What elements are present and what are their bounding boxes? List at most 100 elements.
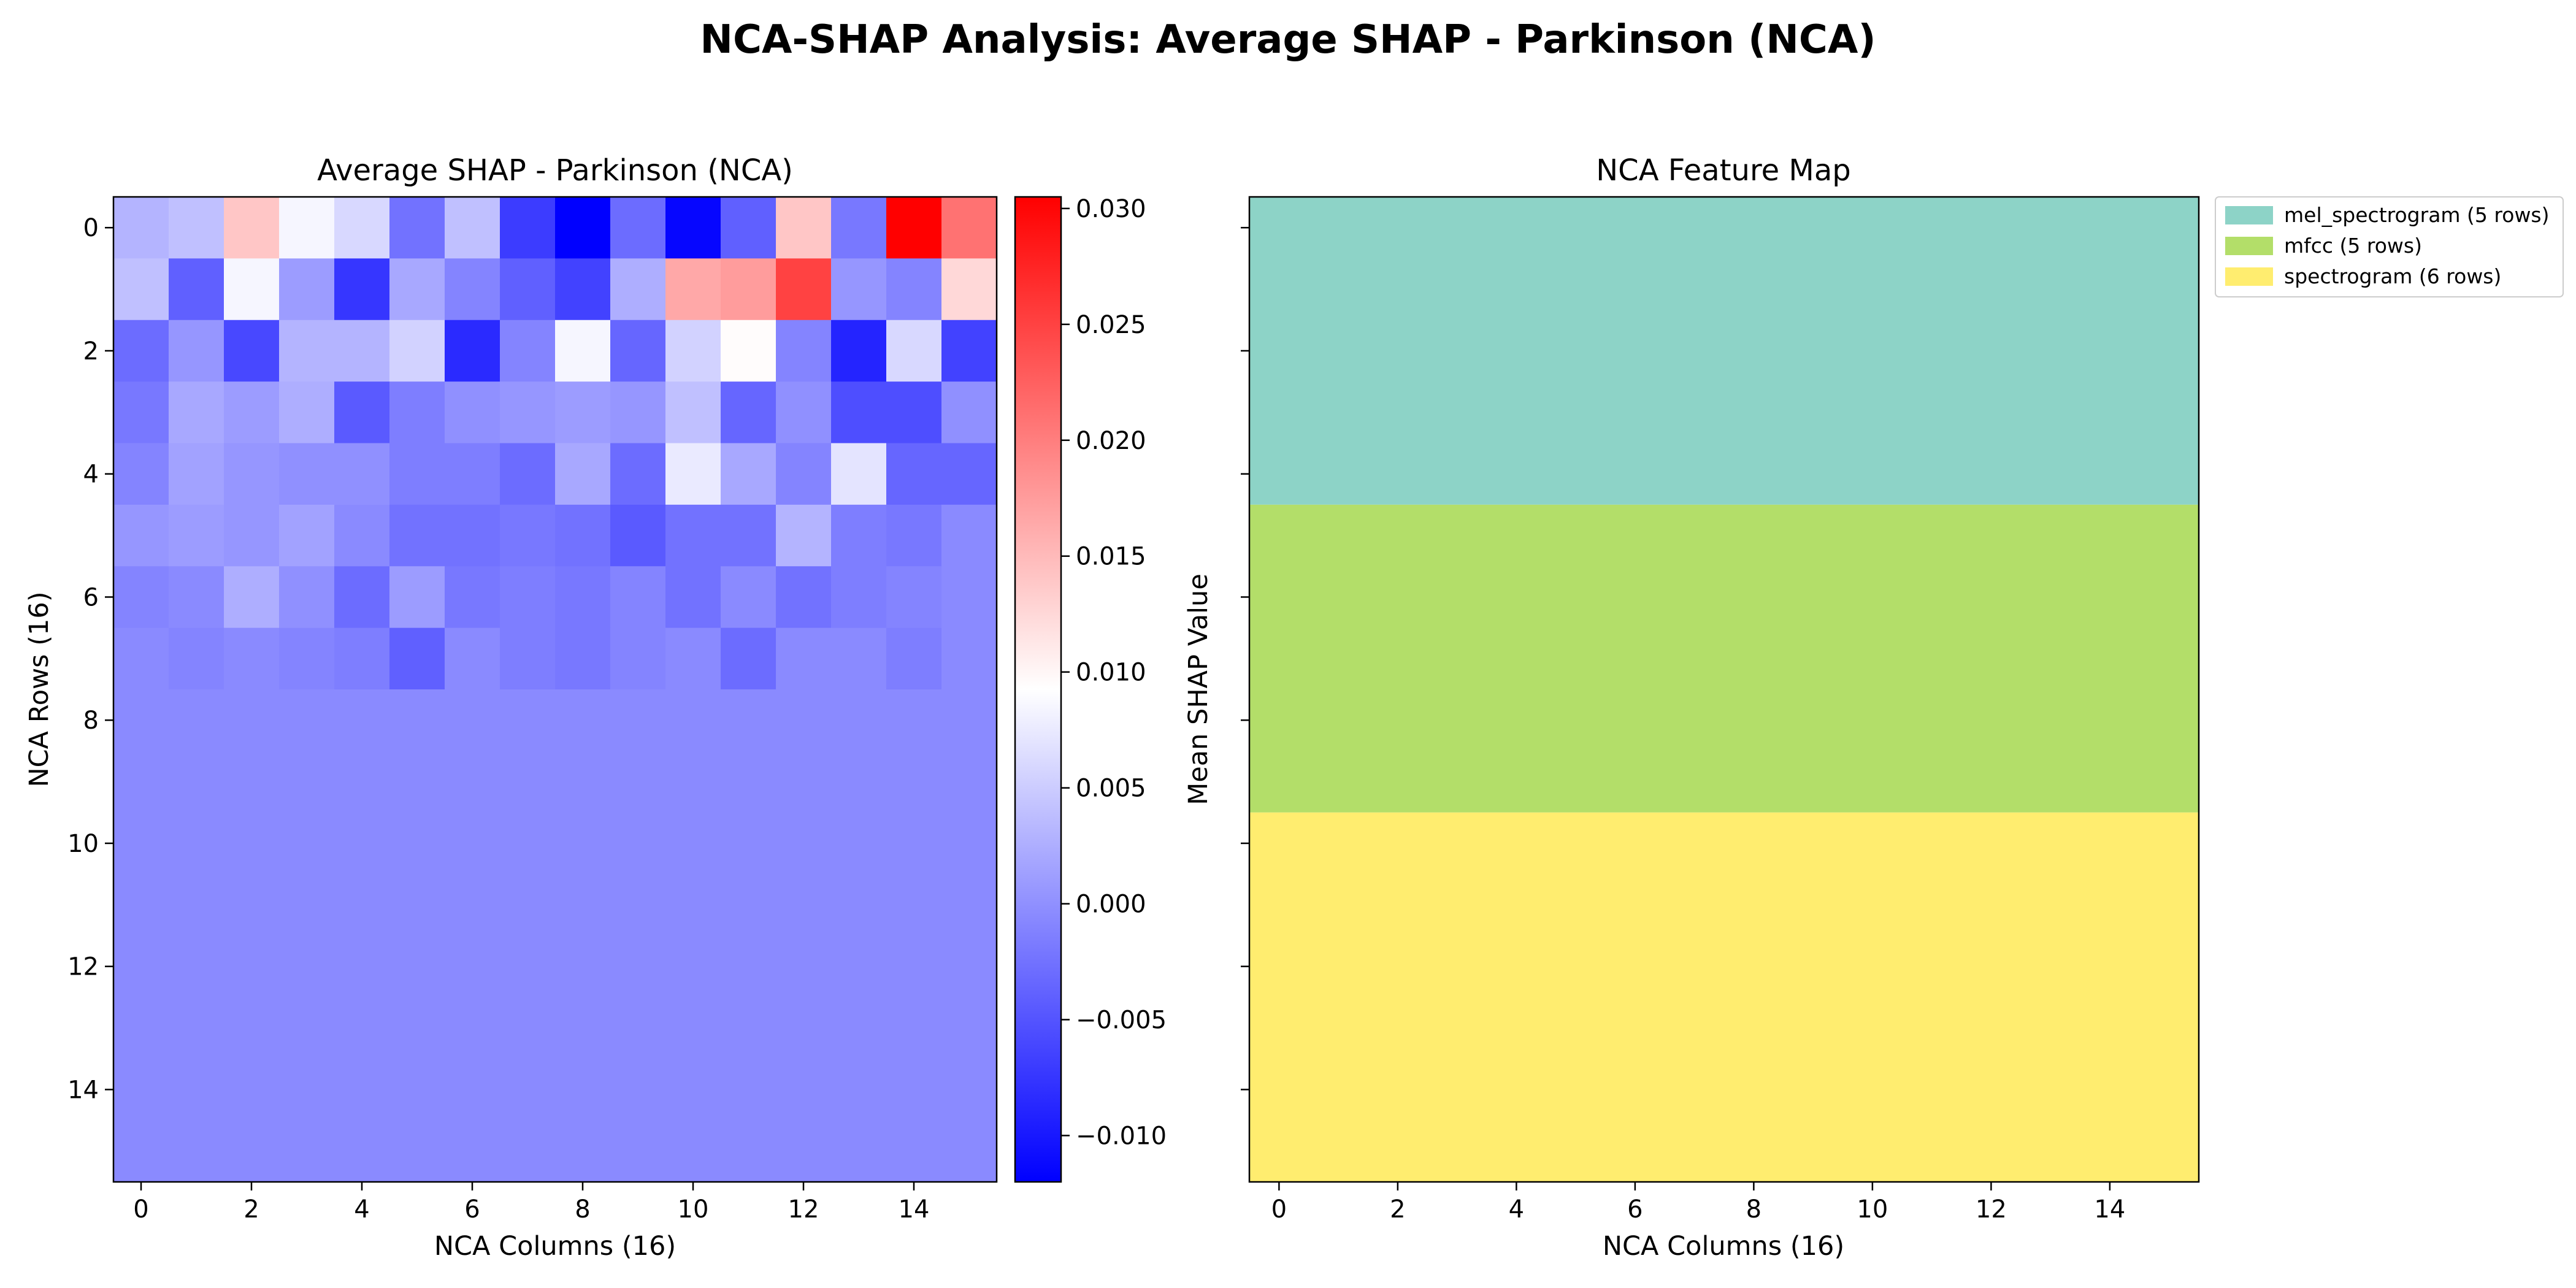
heatmap-cell xyxy=(445,689,500,751)
heatmap-cell xyxy=(224,689,280,751)
heatmap-cell xyxy=(941,381,997,444)
heatmap-cell xyxy=(279,627,335,690)
shap-heatmap-x-tick-label: 2 xyxy=(243,1195,259,1224)
heatmap-cell xyxy=(389,443,445,505)
heatmap-cell xyxy=(721,197,776,259)
heatmap-cell xyxy=(776,874,832,937)
heatmap-cell xyxy=(831,689,887,751)
heatmap-cell xyxy=(941,812,997,875)
heatmap-cell xyxy=(279,1059,335,1121)
legend-swatch xyxy=(2225,237,2273,255)
heatmap-cell xyxy=(776,258,832,321)
heatmap-cell xyxy=(776,751,832,813)
heatmap-cell xyxy=(886,1059,942,1121)
colorbar-tick-label: 0.000 xyxy=(1076,891,1146,919)
heatmap-cell xyxy=(721,381,776,444)
feature-map-y-tick-marks xyxy=(1241,226,1249,1091)
colorbar-tick-label: 0.025 xyxy=(1076,311,1146,339)
heatmap-cell xyxy=(831,1120,887,1183)
heatmap-cell xyxy=(279,1120,335,1183)
heatmap-cell xyxy=(721,258,776,321)
feature-map-x-tick-label: 2 xyxy=(1390,1195,1405,1224)
heatmap-cell xyxy=(831,997,887,1059)
heatmap-cell xyxy=(555,935,611,998)
heatmap-cell xyxy=(279,320,335,382)
heatmap-cell xyxy=(776,997,832,1059)
heatmap-cell xyxy=(445,751,500,813)
heatmap-cell xyxy=(500,689,556,751)
feature-map-x-tick-label: 0 xyxy=(1271,1195,1287,1224)
legend-frame xyxy=(2215,196,2564,297)
heatmap-cell xyxy=(279,566,335,629)
heatmap-cell xyxy=(721,1120,776,1183)
heatmap-cell xyxy=(500,1120,556,1183)
heatmap-cell xyxy=(224,874,280,937)
feature-map-x-ticks: 0 2 4 6 8 10 12 14 xyxy=(1271,1182,2125,1224)
heatmap-cell xyxy=(169,381,224,444)
heatmap-cell xyxy=(776,504,832,567)
heatmap-cell xyxy=(224,197,280,259)
heatmap-cell xyxy=(941,997,997,1059)
feature-region xyxy=(1249,812,2199,1182)
heatmap-cell xyxy=(500,258,556,321)
heatmap-cell xyxy=(886,197,942,259)
heatmap-cell xyxy=(445,443,500,505)
heatmap-cell xyxy=(665,812,721,875)
legend-swatch xyxy=(2225,206,2273,224)
heatmap-cell xyxy=(831,874,887,937)
heatmap-cell xyxy=(389,381,445,444)
colorbar-tick-label: 0.020 xyxy=(1076,427,1146,455)
heatmap-cell xyxy=(389,504,445,567)
heatmap-cell xyxy=(831,258,887,321)
heatmap-cell xyxy=(831,197,887,259)
heatmap-cell xyxy=(445,874,500,937)
shap-heatmap-x-tick-label: 10 xyxy=(678,1195,709,1224)
shap-heatmap-y-tick-label: 2 xyxy=(83,337,99,366)
heatmap-cell xyxy=(776,381,832,444)
heatmap-cell xyxy=(445,997,500,1059)
heatmap-cell xyxy=(610,997,666,1059)
colorbar-tick-label: −0.005 xyxy=(1076,1006,1167,1034)
heatmap-cell xyxy=(500,935,556,998)
heatmap-cell xyxy=(721,627,776,690)
shap-heatmap-x-tick-label: 8 xyxy=(575,1195,590,1224)
heatmap-cell xyxy=(610,258,666,321)
heatmap-cell xyxy=(721,874,776,937)
feature-map-title: NCA Feature Map xyxy=(1596,153,1850,188)
heatmap-cell xyxy=(389,258,445,321)
heatmap-cell xyxy=(941,935,997,998)
heatmap-cell xyxy=(334,689,390,751)
heatmap-cell xyxy=(555,504,611,567)
shap-heatmap-y-tick-label: 12 xyxy=(67,953,99,981)
feature-map-xlabel: NCA Columns (16) xyxy=(1603,1231,1844,1262)
heatmap-cell xyxy=(169,1059,224,1121)
heatmap-cell xyxy=(500,443,556,505)
heatmap-cell xyxy=(665,443,721,505)
heatmap-cell xyxy=(334,1120,390,1183)
heatmap-cell xyxy=(334,812,390,875)
feature-map-frame xyxy=(1248,196,2200,1183)
shap-heatmap-y-tick-label: 8 xyxy=(83,707,99,735)
heatmap-cell xyxy=(113,812,169,875)
feature-map-x-tick-label: 14 xyxy=(2094,1195,2125,1224)
colorbar-tick-label: 0.030 xyxy=(1076,195,1146,223)
heatmap-cell xyxy=(721,689,776,751)
heatmap-cell xyxy=(445,504,500,567)
heatmap-cell xyxy=(610,381,666,444)
heatmap-cell xyxy=(941,751,997,813)
legend-label: spectrogram (6 rows) xyxy=(2284,264,2501,288)
heatmap-cell xyxy=(886,689,942,751)
heatmap-cell xyxy=(500,566,556,629)
colorbar-tick-label: −0.010 xyxy=(1076,1122,1167,1150)
heatmap-cell xyxy=(610,812,666,875)
feature-region xyxy=(1249,504,2199,813)
heatmap-cell xyxy=(169,258,224,321)
heatmap-cell xyxy=(445,258,500,321)
heatmap-cell xyxy=(886,320,942,382)
heatmap-cell xyxy=(169,504,224,567)
heatmap-cell xyxy=(113,258,169,321)
heatmap-cell xyxy=(610,689,666,751)
heatmap-cell xyxy=(555,443,611,505)
heatmap-cell xyxy=(500,197,556,259)
